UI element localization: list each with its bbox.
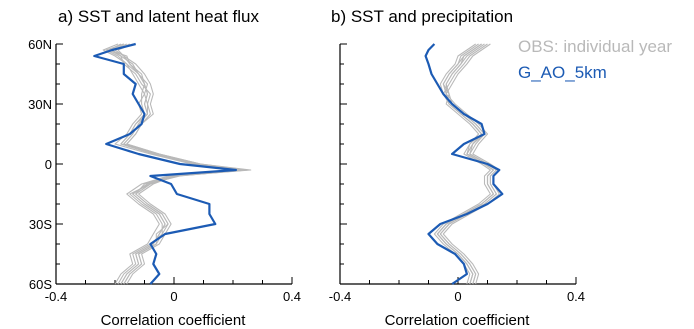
y-tick-label: 30S (29, 217, 52, 232)
legend: OBS: individual year G_AO_5km (518, 37, 672, 82)
model-series-line (424, 43, 504, 285)
panel-b-axes: -0.4 0 0.4 (329, 43, 585, 304)
panel-a-axes: 60N 30N 0 30S 60S-0.4 0 0.4 (28, 37, 301, 304)
legend-model-label: G_AO_5km (518, 63, 607, 82)
model-series-line (93, 42, 237, 285)
panel-a-model-line (93, 42, 237, 285)
panel-b-xlabel: Correlation coefficient (385, 312, 531, 329)
legend-obs-label: OBS: individual year (518, 37, 672, 56)
panel-b-obs-lines (433, 43, 500, 285)
obs-series-line (117, 43, 249, 285)
x-tick-label: 0.4 (567, 289, 585, 304)
x-tick-label: 0 (454, 289, 461, 304)
obs-series-line (111, 43, 240, 285)
panel-b: b) SST and precipitation -0.4 0 0.4 Correl… (329, 7, 585, 329)
obs-series-line (102, 43, 243, 285)
panel-a-xlabel: Correlation coefficient (101, 312, 247, 329)
panel-b-model-line (424, 43, 504, 285)
panel-a-title: a) SST and latent heat flux (58, 7, 259, 26)
panel-a: a) SST and latent heat flux 60N30N030S60… (28, 7, 301, 329)
obs-series-line (442, 43, 500, 285)
x-tick-label: 0 (170, 289, 177, 304)
panel-b-title: b) SST and precipitation (331, 7, 513, 26)
x-tick-label: -0.4 (45, 289, 67, 304)
x-tick-label: -0.4 (329, 289, 351, 304)
y-tick-label: 30N (28, 97, 52, 112)
y-tick-label: 0 (45, 157, 52, 172)
y-tick-label: 60N (28, 37, 52, 52)
x-tick-label: 0.4 (283, 289, 301, 304)
y-tick-label: 60S (29, 277, 52, 292)
